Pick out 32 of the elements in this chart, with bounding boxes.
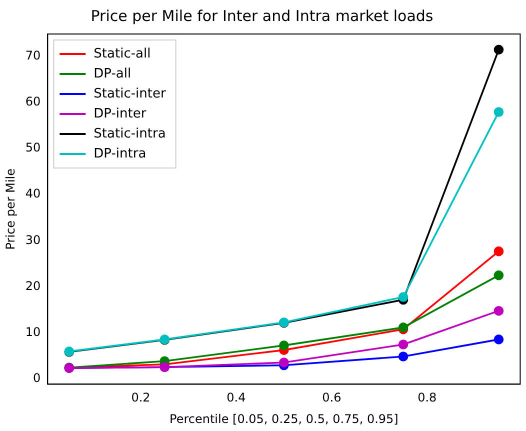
y-axis-title: Price per Mile: [3, 168, 18, 250]
point: [398, 292, 408, 302]
legend-label: Static-inter: [94, 86, 166, 102]
point: [494, 306, 504, 316]
point: [494, 270, 504, 280]
legend-label: Static-intra: [94, 126, 166, 142]
point: [279, 358, 289, 368]
x-tick-label: 0.2: [131, 390, 150, 405]
y-tick-label: 30: [25, 232, 41, 247]
point: [398, 340, 408, 350]
y-tick-label: 60: [25, 94, 41, 108]
x-tick-label: 0.8: [418, 390, 437, 405]
legend-label: DP-all: [94, 66, 132, 82]
y-tick-label: 10: [25, 325, 41, 340]
point: [494, 107, 504, 117]
y-tick-label: 40: [25, 186, 41, 201]
x-tick-label: 0.4: [226, 390, 246, 405]
legend-label: Static-all: [94, 46, 151, 62]
y-tick-label: 50: [25, 140, 41, 155]
x-axis-title: Percentile [0.05, 0.25, 0.5, 0.75, 0.95]: [170, 412, 398, 426]
point: [494, 334, 504, 344]
legend-label: DP-intra: [94, 146, 146, 162]
chart-title: Price per Mile for Inter and Intra market loads: [90, 6, 434, 25]
point: [494, 44, 504, 55]
point: [398, 352, 408, 362]
point: [279, 340, 289, 350]
point: [494, 246, 504, 256]
y-tick-label: 20: [25, 278, 41, 293]
x-tick-label: 0.6: [322, 390, 342, 405]
legend-label: DP-inter: [94, 106, 147, 122]
y-tick-label: 0: [33, 371, 41, 386]
y-tick-label: 70: [25, 48, 41, 62]
